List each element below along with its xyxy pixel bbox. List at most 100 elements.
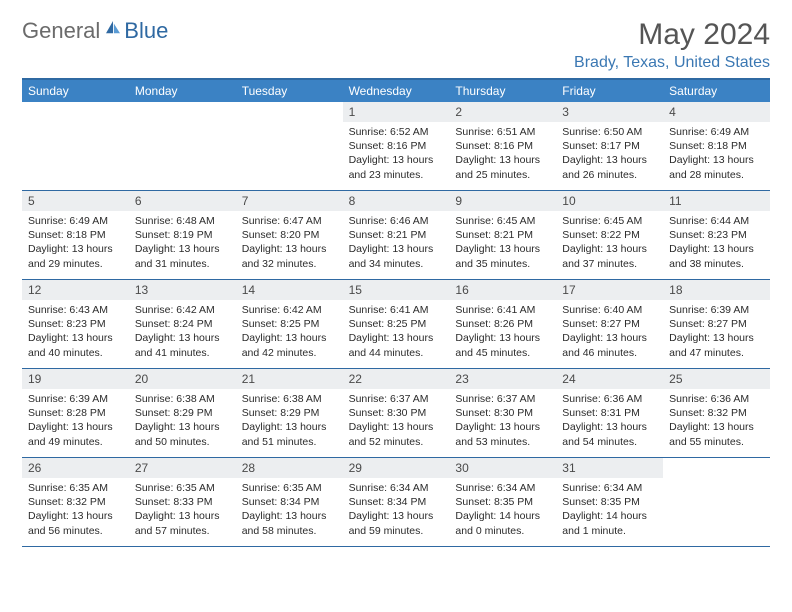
sunrise-line: Sunrise: 6:39 AM <box>28 392 123 406</box>
day-body: Sunrise: 6:38 AMSunset: 8:29 PMDaylight:… <box>129 389 236 455</box>
day-cell: 23Sunrise: 6:37 AMSunset: 8:30 PMDayligh… <box>449 369 556 457</box>
day-cell: 3Sunrise: 6:50 AMSunset: 8:17 PMDaylight… <box>556 102 663 190</box>
logo-text-general: General <box>22 18 100 44</box>
sunrise-line: Sunrise: 6:37 AM <box>349 392 444 406</box>
day-number: 14 <box>236 280 343 300</box>
day-body: Sunrise: 6:35 AMSunset: 8:33 PMDaylight:… <box>129 478 236 544</box>
sunset-line: Sunset: 8:28 PM <box>28 406 123 420</box>
day-body: Sunrise: 6:39 AMSunset: 8:27 PMDaylight:… <box>663 300 770 366</box>
day-body: Sunrise: 6:49 AMSunset: 8:18 PMDaylight:… <box>663 122 770 188</box>
daylight-line: Daylight: 13 hours and 55 minutes. <box>669 420 764 448</box>
day-number: 29 <box>343 458 450 478</box>
day-cell <box>22 102 129 190</box>
daylight-line: Daylight: 13 hours and 58 minutes. <box>242 509 337 537</box>
day-number: 13 <box>129 280 236 300</box>
day-body: Sunrise: 6:47 AMSunset: 8:20 PMDaylight:… <box>236 211 343 277</box>
day-cell: 22Sunrise: 6:37 AMSunset: 8:30 PMDayligh… <box>343 369 450 457</box>
day-body: Sunrise: 6:37 AMSunset: 8:30 PMDaylight:… <box>343 389 450 455</box>
day-body: Sunrise: 6:38 AMSunset: 8:29 PMDaylight:… <box>236 389 343 455</box>
daylight-line: Daylight: 14 hours and 1 minute. <box>562 509 657 537</box>
sunset-line: Sunset: 8:29 PM <box>242 406 337 420</box>
day-cell: 31Sunrise: 6:34 AMSunset: 8:35 PMDayligh… <box>556 458 663 546</box>
sunset-line: Sunset: 8:34 PM <box>349 495 444 509</box>
logo-sail-icon <box>104 21 122 35</box>
sunrise-line: Sunrise: 6:42 AM <box>135 303 230 317</box>
dow-header: Thursday <box>449 80 556 102</box>
daylight-line: Daylight: 13 hours and 25 minutes. <box>455 153 550 181</box>
month-title: May 2024 <box>574 18 770 52</box>
day-number: 25 <box>663 369 770 389</box>
day-number: 8 <box>343 191 450 211</box>
day-number: 5 <box>22 191 129 211</box>
sunset-line: Sunset: 8:18 PM <box>28 228 123 242</box>
day-cell: 1Sunrise: 6:52 AMSunset: 8:16 PMDaylight… <box>343 102 450 190</box>
week-row: 5Sunrise: 6:49 AMSunset: 8:18 PMDaylight… <box>22 191 770 280</box>
day-of-week-row: SundayMondayTuesdayWednesdayThursdayFrid… <box>22 80 770 102</box>
sunrise-line: Sunrise: 6:35 AM <box>28 481 123 495</box>
sunrise-line: Sunrise: 6:48 AM <box>135 214 230 228</box>
day-body: Sunrise: 6:42 AMSunset: 8:25 PMDaylight:… <box>236 300 343 366</box>
sunset-line: Sunset: 8:22 PM <box>562 228 657 242</box>
day-body: Sunrise: 6:41 AMSunset: 8:25 PMDaylight:… <box>343 300 450 366</box>
sunrise-line: Sunrise: 6:34 AM <box>349 481 444 495</box>
day-number: 1 <box>343 102 450 122</box>
day-number: 2 <box>449 102 556 122</box>
sunrise-line: Sunrise: 6:37 AM <box>455 392 550 406</box>
location: Brady, Texas, United States <box>574 54 770 72</box>
sunset-line: Sunset: 8:16 PM <box>455 139 550 153</box>
day-number: 19 <box>22 369 129 389</box>
day-body: Sunrise: 6:49 AMSunset: 8:18 PMDaylight:… <box>22 211 129 277</box>
daylight-line: Daylight: 13 hours and 40 minutes. <box>28 331 123 359</box>
day-cell: 25Sunrise: 6:36 AMSunset: 8:32 PMDayligh… <box>663 369 770 457</box>
sunrise-line: Sunrise: 6:39 AM <box>669 303 764 317</box>
daylight-line: Daylight: 13 hours and 35 minutes. <box>455 242 550 270</box>
dow-header: Monday <box>129 80 236 102</box>
day-number: 11 <box>663 191 770 211</box>
day-number: 6 <box>129 191 236 211</box>
sunset-line: Sunset: 8:32 PM <box>669 406 764 420</box>
day-cell: 12Sunrise: 6:43 AMSunset: 8:23 PMDayligh… <box>22 280 129 368</box>
week-row: 12Sunrise: 6:43 AMSunset: 8:23 PMDayligh… <box>22 280 770 369</box>
day-number: 23 <box>449 369 556 389</box>
sunrise-line: Sunrise: 6:44 AM <box>669 214 764 228</box>
day-cell: 30Sunrise: 6:34 AMSunset: 8:35 PMDayligh… <box>449 458 556 546</box>
daylight-line: Daylight: 13 hours and 50 minutes. <box>135 420 230 448</box>
day-number: 27 <box>129 458 236 478</box>
day-number: 4 <box>663 102 770 122</box>
sunrise-line: Sunrise: 6:42 AM <box>242 303 337 317</box>
sunrise-line: Sunrise: 6:34 AM <box>455 481 550 495</box>
daylight-line: Daylight: 13 hours and 59 minutes. <box>349 509 444 537</box>
sunrise-line: Sunrise: 6:35 AM <box>135 481 230 495</box>
sunset-line: Sunset: 8:25 PM <box>349 317 444 331</box>
day-body: Sunrise: 6:34 AMSunset: 8:34 PMDaylight:… <box>343 478 450 544</box>
sunset-line: Sunset: 8:26 PM <box>455 317 550 331</box>
sunrise-line: Sunrise: 6:38 AM <box>135 392 230 406</box>
daylight-line: Daylight: 13 hours and 41 minutes. <box>135 331 230 359</box>
day-body: Sunrise: 6:34 AMSunset: 8:35 PMDaylight:… <box>556 478 663 544</box>
day-cell: 14Sunrise: 6:42 AMSunset: 8:25 PMDayligh… <box>236 280 343 368</box>
day-number: 3 <box>556 102 663 122</box>
sunset-line: Sunset: 8:20 PM <box>242 228 337 242</box>
sunset-line: Sunset: 8:35 PM <box>562 495 657 509</box>
sunrise-line: Sunrise: 6:36 AM <box>562 392 657 406</box>
dow-header: Wednesday <box>343 80 450 102</box>
day-cell: 5Sunrise: 6:49 AMSunset: 8:18 PMDaylight… <box>22 191 129 279</box>
day-number: 16 <box>449 280 556 300</box>
day-body: Sunrise: 6:34 AMSunset: 8:35 PMDaylight:… <box>449 478 556 544</box>
daylight-line: Daylight: 13 hours and 38 minutes. <box>669 242 764 270</box>
day-number: 21 <box>236 369 343 389</box>
day-body: Sunrise: 6:41 AMSunset: 8:26 PMDaylight:… <box>449 300 556 366</box>
daylight-line: Daylight: 13 hours and 53 minutes. <box>455 420 550 448</box>
day-cell: 18Sunrise: 6:39 AMSunset: 8:27 PMDayligh… <box>663 280 770 368</box>
sunset-line: Sunset: 8:21 PM <box>455 228 550 242</box>
daylight-line: Daylight: 13 hours and 54 minutes. <box>562 420 657 448</box>
sunset-line: Sunset: 8:31 PM <box>562 406 657 420</box>
sunset-line: Sunset: 8:35 PM <box>455 495 550 509</box>
daylight-line: Daylight: 13 hours and 52 minutes. <box>349 420 444 448</box>
day-number: 18 <box>663 280 770 300</box>
sunrise-line: Sunrise: 6:41 AM <box>349 303 444 317</box>
day-body: Sunrise: 6:46 AMSunset: 8:21 PMDaylight:… <box>343 211 450 277</box>
day-body: Sunrise: 6:52 AMSunset: 8:16 PMDaylight:… <box>343 122 450 188</box>
day-body: Sunrise: 6:50 AMSunset: 8:17 PMDaylight:… <box>556 122 663 188</box>
daylight-line: Daylight: 13 hours and 29 minutes. <box>28 242 123 270</box>
